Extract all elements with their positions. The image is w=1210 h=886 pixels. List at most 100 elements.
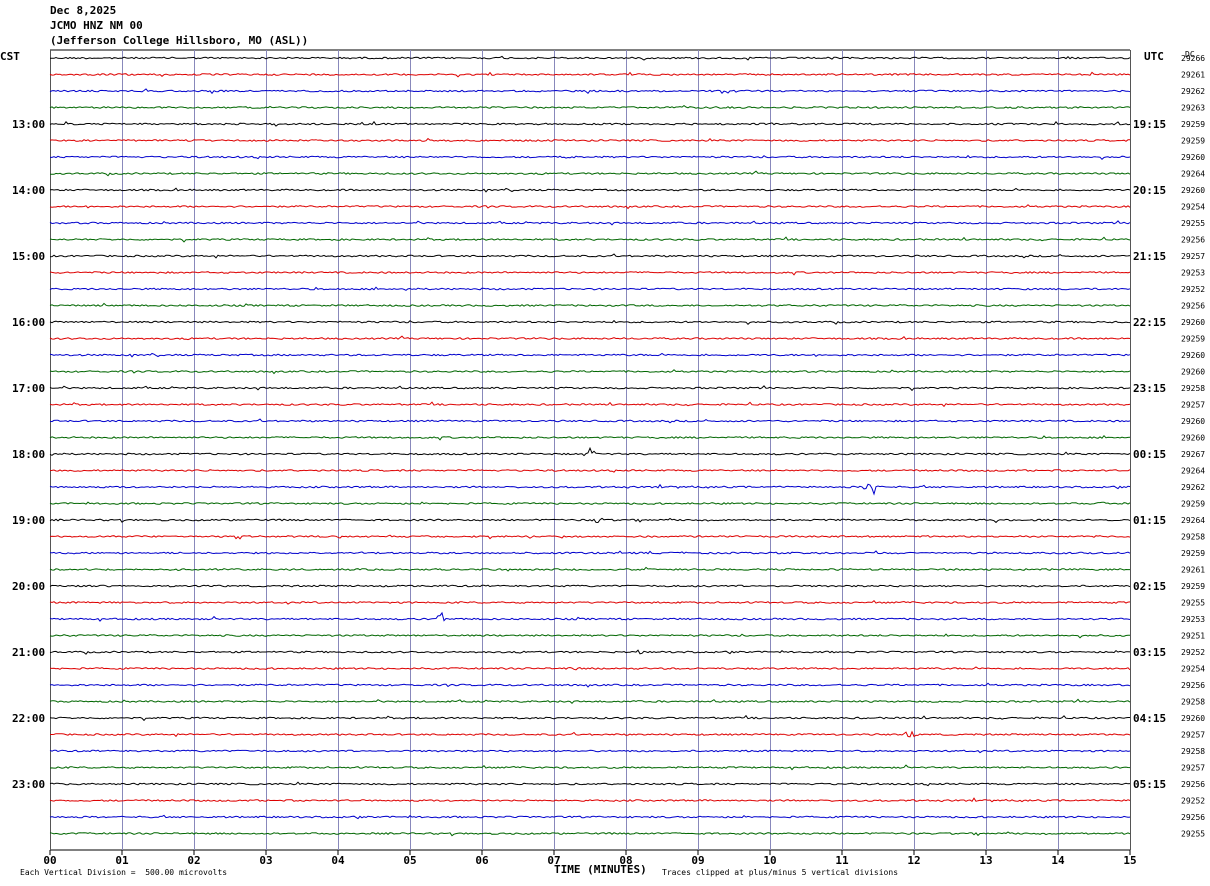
seismic-trace: [49, 550, 1131, 555]
dc-offset-label: 29257: [1181, 731, 1205, 740]
x-tick-label: 14: [1051, 854, 1065, 867]
dc-offset-label: 29260: [1181, 153, 1205, 162]
right-hour-label: 22:15: [1133, 316, 1166, 329]
dc-offset-label: 29259: [1181, 549, 1205, 558]
dc-offset-label: 29260: [1181, 417, 1205, 426]
dc-offset-label: 29258: [1181, 747, 1205, 756]
dc-offset-label: 29257: [1181, 252, 1205, 261]
scale-note: Each Vertical Division = 500.00 microvol…: [20, 868, 228, 877]
seismic-trace: [49, 369, 1131, 375]
x-tick-label: 11: [835, 854, 849, 867]
dc-offset-label: 29255: [1181, 830, 1205, 839]
seismic-trace: [49, 698, 1131, 704]
right-hour-label: 04:15: [1133, 712, 1166, 725]
dc-offset-label: 29261: [1181, 566, 1205, 575]
dc-offset-label: 29255: [1181, 219, 1205, 228]
seismic-trace: [49, 418, 1131, 424]
seismic-trace: [49, 666, 1131, 671]
dc-offset-label: 29260: [1181, 186, 1205, 195]
dc-offset-label: 29256: [1181, 302, 1205, 311]
dc-column-header: DC: [1185, 50, 1195, 59]
left-hour-label: 15:00: [12, 250, 45, 263]
right-hour-label: 23:15: [1133, 382, 1166, 395]
right-hour-label: 00:15: [1133, 448, 1166, 461]
seismic-trace: [49, 633, 1130, 639]
seismic-trace: [49, 352, 1131, 358]
station-location: (Jefferson College Hillsboro, MO (ASL)): [50, 34, 309, 47]
clip-note: Traces clipped at plus/minus 5 vertical …: [662, 868, 899, 877]
seismic-trace: [49, 71, 1131, 78]
seismic-trace: [49, 319, 1131, 325]
seismic-trace: [49, 831, 1131, 837]
dc-offset-label: 29256: [1181, 681, 1205, 690]
seismic-trace: [50, 170, 1131, 177]
seismic-trace: [49, 584, 1131, 588]
dc-offset-label: 29252: [1181, 797, 1205, 806]
x-tick-label: 08: [619, 854, 632, 867]
dc-offset-label: 29264: [1181, 467, 1205, 476]
seismic-trace: [49, 286, 1131, 291]
dc-offset-label: 29263: [1181, 104, 1205, 113]
dc-offset-label: 29260: [1181, 318, 1205, 327]
x-tick-label: 01: [115, 854, 129, 867]
seismic-trace: [49, 104, 1131, 109]
left-hour-label: 17:00: [12, 382, 45, 395]
dc-offset-label: 29261: [1181, 71, 1205, 80]
seismic-trace: [49, 764, 1131, 771]
dc-offset-label: 29251: [1181, 632, 1205, 641]
left-hour-label: 18:00: [12, 448, 45, 461]
seismic-trace: [49, 88, 1131, 95]
seismic-trace: [49, 220, 1131, 226]
right-hour-label: 02:15: [1133, 580, 1166, 593]
dc-offset-label: 29266: [1181, 54, 1205, 63]
x-tick-label: 05: [403, 854, 416, 867]
dc-offset-label: 29259: [1181, 137, 1205, 146]
seismic-trace: [49, 566, 1130, 572]
x-tick-label: 04: [331, 854, 345, 867]
right-hour-label: 19:15: [1133, 118, 1166, 131]
x-axis-title: TIME (MINUTES): [554, 863, 647, 876]
dc-offset-label: 29258: [1181, 533, 1205, 542]
seismic-trace: [49, 714, 1130, 722]
seismic-trace: [49, 434, 1131, 441]
dc-offset-label: 29259: [1181, 500, 1205, 509]
dc-offset-label: 29258: [1181, 384, 1205, 393]
dc-offset-label: 29257: [1181, 401, 1205, 410]
right-timezone-label: UTC: [1144, 50, 1164, 63]
seismic-trace: [49, 599, 1131, 605]
seismic-trace: [49, 187, 1131, 193]
dc-offset-label: 29260: [1181, 714, 1205, 723]
seismic-trace: [49, 385, 1131, 392]
seismic-trace: [49, 797, 1131, 803]
seismic-trace: [49, 501, 1131, 505]
right-hour-label: 03:15: [1133, 646, 1166, 659]
seismic-trace: [49, 814, 1131, 820]
seismic-trace: [49, 517, 1131, 524]
left-hour-label: 16:00: [12, 316, 45, 329]
seismic-trace: [50, 55, 1131, 61]
left-hour-label: 21:00: [12, 646, 45, 659]
dc-offset-label: 29264: [1181, 170, 1205, 179]
seismic-trace: [49, 204, 1131, 210]
dc-offset-label: 29267: [1181, 450, 1205, 459]
right-hour-label: 20:15: [1133, 184, 1166, 197]
seismic-trace: [49, 611, 1131, 622]
dc-offset-label: 29256: [1181, 780, 1205, 789]
dc-offset-label: 29257: [1181, 764, 1205, 773]
seismic-trace: [49, 120, 1131, 127]
seismic-trace: [49, 483, 1131, 496]
left-hour-label: 23:00: [12, 778, 45, 791]
x-tick-label: 06: [475, 854, 489, 867]
right-hour-label: 21:15: [1133, 250, 1166, 263]
dc-offset-label: 29254: [1181, 665, 1205, 674]
seismic-trace: [49, 781, 1131, 787]
seismic-trace: [49, 749, 1131, 754]
dc-offset-label: 29252: [1181, 285, 1205, 294]
x-tick-label: 07: [547, 854, 560, 867]
left-hour-label: 14:00: [12, 184, 45, 197]
left-timezone-label: CST: [0, 50, 20, 63]
right-hour-label: 01:15: [1133, 514, 1166, 527]
x-tick-label: 00: [43, 854, 56, 867]
seismic-trace: [49, 137, 1130, 142]
dc-offset-label: 29262: [1181, 87, 1205, 96]
